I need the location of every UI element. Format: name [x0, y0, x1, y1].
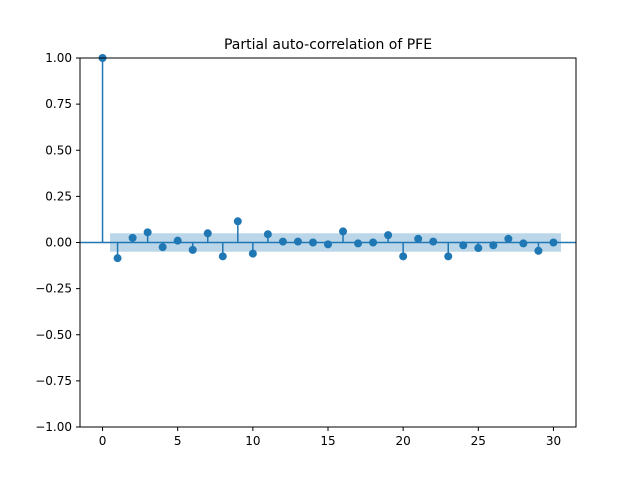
stem-marker-lag-2 [128, 233, 137, 242]
stem-marker-lag-24 [459, 241, 468, 250]
stem-marker-lag-5 [173, 236, 182, 245]
y-tick-label-5: 0.25 [45, 189, 72, 203]
x-tick-label-30: 30 [546, 434, 561, 448]
y-tick-label-1: −0.75 [35, 374, 72, 388]
stem-marker-lag-9 [233, 217, 242, 226]
x-tick-label-20: 20 [396, 434, 411, 448]
stem-marker-lag-16 [339, 227, 348, 236]
y-tick-label-7: 0.75 [45, 97, 72, 111]
stem-marker-lag-23 [444, 252, 453, 261]
stem-marker-lag-28 [519, 239, 528, 248]
stem-marker-lag-22 [429, 237, 438, 246]
stem-marker-lag-13 [293, 237, 302, 246]
x-tick-label-15: 15 [320, 434, 335, 448]
stem-marker-lag-21 [414, 234, 423, 243]
stem-marker-lag-11 [263, 230, 272, 239]
y-tick-label-6: 0.50 [45, 143, 72, 157]
stem-marker-lag-12 [278, 237, 287, 246]
stem-marker-lag-19 [384, 231, 393, 240]
stem-marker-lag-4 [158, 243, 167, 252]
stem-marker-lag-26 [489, 241, 498, 250]
y-tick-label-3: −0.25 [35, 282, 72, 296]
stem-marker-lag-8 [218, 252, 227, 261]
stem-marker-lag-3 [143, 228, 152, 237]
x-tick-label-25: 25 [471, 434, 486, 448]
x-tick-label-0: 0 [99, 434, 107, 448]
stem-marker-lag-17 [354, 239, 363, 248]
stem-marker-lag-27 [504, 234, 513, 243]
y-tick-label-4: 0.00 [45, 236, 72, 250]
plot-area [80, 54, 576, 263]
stem-marker-lag-10 [248, 249, 257, 258]
stem-marker-lag-25 [474, 244, 483, 253]
stem-marker-lag-7 [203, 229, 212, 238]
chart-title: Partial auto-correlation of PFE [224, 37, 432, 53]
axes: 0 5 10 15 20 25 30 −1.00 −0.75 −0.50 −0.25 0.00 0.25… [35, 51, 561, 448]
x-tick-label-10: 10 [245, 434, 260, 448]
y-tick-label-0: −1.00 [35, 420, 72, 434]
y-tick-label-8: 1.00 [45, 51, 72, 65]
x-tick-label-5: 5 [174, 434, 182, 448]
stem-marker-lag-15 [324, 240, 332, 249]
stem-marker-lag-6 [188, 245, 197, 254]
y-tick-label-2: −0.50 [35, 328, 72, 342]
stem-marker-lag-20 [399, 252, 408, 261]
stem-marker-lag-1 [113, 254, 122, 263]
stem-marker-lag-29 [534, 246, 543, 255]
